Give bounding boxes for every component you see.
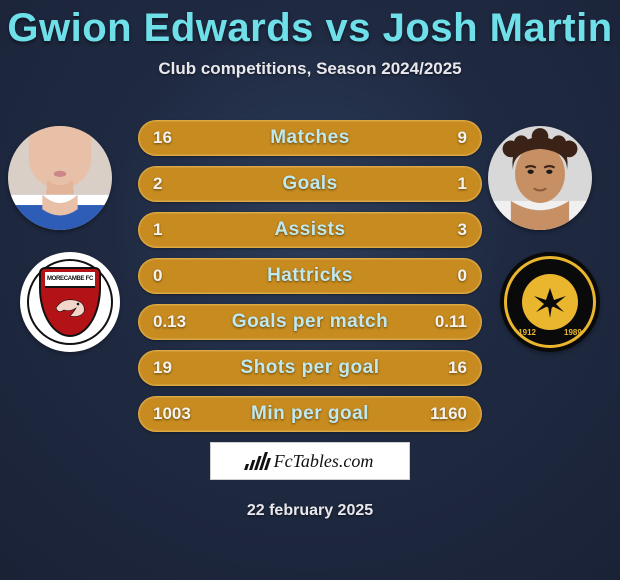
player1-club-crest: MORECAMBE FC (20, 252, 120, 352)
subtitle: Club competitions, Season 2024/2025 (158, 59, 461, 79)
site-logo: FcTables.com (210, 442, 410, 480)
player1-name: Gwion Edwards (7, 6, 314, 50)
logo-bar (244, 464, 249, 470)
stat-right-value: 9 (458, 128, 467, 148)
stat-row: 2 Goals 1 (138, 166, 482, 202)
stat-label: Assists (274, 219, 345, 241)
stat-row: 0 Hattricks 0 (138, 258, 482, 294)
vs-text: vs (326, 6, 372, 50)
stat-left-value: 16 (153, 128, 172, 148)
stat-row: 16 Matches 9 (138, 120, 482, 156)
stat-right-value: 3 (458, 220, 467, 240)
stat-left-value: 0 (153, 266, 162, 286)
crest2-year-b: 1989 (564, 328, 582, 337)
crest2-year-a: 1912 (518, 328, 536, 337)
stat-row: 1003 Min per goal 1160 (138, 396, 482, 432)
logo-text: FcTables.com (274, 451, 374, 472)
date-text: 22 february 2025 (0, 502, 620, 520)
stat-right-value: 16 (448, 358, 467, 378)
logo-bars-icon (244, 452, 273, 470)
stat-label: Goals (282, 173, 337, 195)
stat-label: Goals per match (232, 311, 388, 333)
stat-left-value: 2 (153, 174, 162, 194)
stat-left-value: 1 (153, 220, 162, 240)
stat-label: Hattricks (267, 265, 353, 287)
player1-avatar (8, 126, 112, 230)
player2-avatar (488, 126, 592, 230)
player1-avatar-art (8, 126, 112, 230)
page-title: Gwion Edwards vs Josh Martin (7, 6, 612, 51)
stat-row: 0.13 Goals per match 0.11 (138, 304, 482, 340)
wings-icon (530, 282, 570, 322)
stats-list: 16 Matches 9 2 Goals 1 1 Assists 3 0 Hattricks 0 0.1… (138, 120, 482, 432)
stat-right-value: 1160 (430, 404, 467, 424)
crest2-years: 1912 1989 (507, 328, 593, 337)
player2-avatar-art (488, 126, 592, 230)
stat-row: 1 Assists 3 (138, 212, 482, 248)
stat-row: 19 Shots per goal 16 (138, 350, 482, 386)
stat-left-value: 19 (153, 358, 172, 378)
crest1-label: MORECAMBE FC (45, 272, 95, 288)
player2-name: Josh Martin (383, 6, 613, 50)
content: Gwion Edwards vs Josh Martin Club compet… (0, 0, 620, 580)
stat-label: Matches (270, 127, 350, 149)
stat-right-value: 0 (458, 266, 467, 286)
stat-right-value: 1 (458, 174, 467, 194)
player2-club-crest: 1912 1989 (500, 252, 600, 352)
stat-left-value: 0.13 (153, 312, 186, 332)
stat-label: Min per goal (251, 403, 369, 425)
stat-label: Shots per goal (241, 357, 380, 379)
stat-left-value: 1003 (153, 404, 191, 424)
stat-right-value: 0.11 (435, 312, 467, 332)
shrimp-icon (52, 296, 88, 318)
